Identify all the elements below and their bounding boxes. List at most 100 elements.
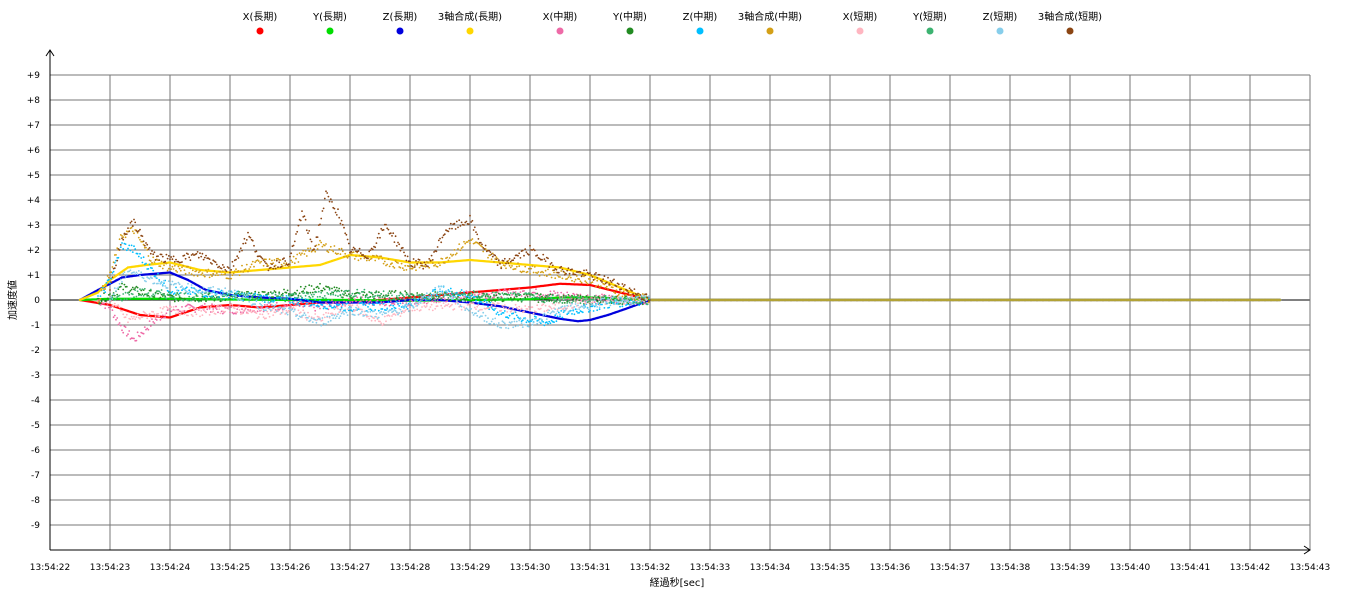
legend-label: Z(短期) (983, 10, 1018, 23)
data-point (117, 323, 120, 326)
data-point (113, 314, 116, 317)
legend-label: Y(長期) (312, 11, 347, 23)
data-point (139, 335, 141, 338)
data-point (556, 291, 559, 294)
data-point (194, 311, 197, 313)
data-point (286, 304, 289, 306)
data-point (507, 291, 510, 294)
data-point (285, 305, 288, 308)
data-point (165, 312, 168, 315)
legend-item: X(短期) (843, 10, 877, 35)
data-point (332, 301, 335, 304)
data-point (566, 291, 569, 294)
data-point (314, 309, 317, 312)
data-point (118, 322, 121, 324)
data-point (506, 290, 509, 293)
legend-marker (856, 27, 864, 35)
data-point (104, 307, 107, 310)
data-point (338, 301, 341, 304)
data-point (523, 290, 525, 292)
data-point (478, 293, 481, 295)
legend-marker (256, 27, 264, 35)
data-point (124, 326, 127, 328)
data-point (369, 299, 372, 302)
legend-marker (996, 27, 1004, 35)
data-point (313, 306, 315, 309)
data-point (385, 303, 387, 306)
legend-item: Z(中期) (683, 10, 717, 35)
data-point (103, 302, 105, 305)
data-point (508, 288, 511, 291)
data-point (111, 309, 114, 311)
data-point (211, 303, 213, 306)
data-point (393, 303, 396, 306)
legend-label: Z(長期) (383, 11, 418, 23)
data-point (359, 300, 362, 303)
legend-marker (556, 27, 564, 35)
data-point (153, 322, 156, 324)
legend-label: Y(短期) (912, 10, 947, 23)
data-point (349, 301, 351, 304)
data-point (239, 311, 242, 314)
data-point (203, 303, 206, 305)
data-point (119, 324, 122, 327)
data-point (136, 331, 139, 334)
data-point (181, 306, 183, 308)
data-point (230, 306, 233, 308)
data-point (149, 325, 152, 327)
data-point (199, 307, 201, 310)
data-point (175, 305, 177, 308)
data-point (362, 299, 365, 301)
data-point (370, 301, 373, 304)
data-point (435, 301, 438, 304)
data-point (148, 320, 151, 322)
data-point (401, 302, 404, 305)
legend-label: X(中期) (543, 10, 578, 23)
legend-marker (766, 27, 774, 35)
data-point (275, 301, 278, 304)
data-point (147, 328, 150, 331)
data-point (229, 311, 231, 314)
data-point (125, 334, 128, 337)
data-point (128, 330, 131, 332)
legend-item: X(中期) (543, 10, 578, 35)
legend-item: 3軸合成(短期) (1038, 10, 1102, 35)
data-point (398, 300, 401, 302)
legend-item: Z(短期) (983, 10, 1018, 35)
legend-label: 3軸合成(長期) (438, 10, 502, 23)
series-2 (78, 271, 1282, 323)
legend-marker (626, 27, 634, 35)
legend-item: 3軸合成(中期) (738, 10, 802, 35)
data-point (151, 318, 153, 320)
data-point (365, 299, 368, 302)
data-point (201, 304, 204, 307)
data-point (601, 293, 603, 296)
data-point (215, 308, 218, 311)
data-point (334, 301, 337, 303)
data-point (241, 308, 243, 310)
data-point (159, 319, 162, 321)
plot-grid (50, 74, 1311, 550)
legend-marker (326, 27, 334, 35)
data-point (554, 292, 557, 294)
data-point (518, 288, 521, 290)
series-layer (78, 190, 1282, 342)
data-point (499, 289, 501, 292)
legend-item: X(長期) (243, 11, 277, 35)
data-point (161, 314, 164, 317)
legend-marker (926, 27, 934, 35)
data-point (164, 316, 167, 319)
data-point (155, 319, 158, 321)
data-point (236, 308, 239, 310)
data-point (560, 291, 563, 294)
legend-marker (396, 27, 404, 35)
data-point (573, 293, 576, 296)
data-point (263, 304, 266, 306)
data-point (217, 311, 219, 314)
data-point (319, 307, 321, 310)
data-point (115, 318, 117, 321)
data-point (549, 290, 552, 293)
data-point (160, 317, 163, 320)
data-point (213, 304, 216, 307)
data-point (127, 333, 129, 336)
